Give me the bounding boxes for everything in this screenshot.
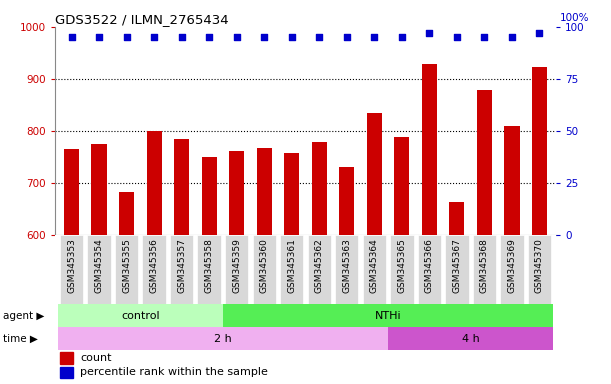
Bar — [335, 235, 359, 304]
Bar — [225, 235, 249, 304]
Text: GSM345363: GSM345363 — [342, 238, 351, 293]
Bar — [390, 235, 414, 304]
Bar — [422, 64, 437, 384]
Point — [370, 34, 379, 40]
Bar — [223, 304, 553, 327]
Point — [67, 34, 76, 40]
Point — [259, 34, 269, 40]
Text: GSM345354: GSM345354 — [95, 238, 103, 293]
Point — [425, 30, 434, 36]
Point — [535, 30, 544, 36]
Point — [397, 34, 407, 40]
Bar — [394, 137, 409, 384]
Text: GSM345365: GSM345365 — [397, 238, 406, 293]
Text: count: count — [80, 353, 112, 363]
Bar — [170, 235, 193, 304]
Text: GSM345369: GSM345369 — [508, 238, 516, 293]
Point — [507, 34, 517, 40]
Bar — [229, 151, 244, 384]
Text: GSM345355: GSM345355 — [122, 238, 131, 293]
Bar — [284, 152, 299, 384]
Bar — [339, 167, 354, 384]
Bar — [473, 235, 496, 304]
Bar — [197, 235, 221, 304]
Text: GSM345364: GSM345364 — [370, 238, 379, 293]
Text: GDS3522 / ILMN_2765434: GDS3522 / ILMN_2765434 — [55, 13, 229, 26]
Text: GSM345360: GSM345360 — [260, 238, 269, 293]
Text: GSM345362: GSM345362 — [315, 238, 324, 293]
Text: GSM345368: GSM345368 — [480, 238, 489, 293]
Bar — [174, 139, 189, 384]
Text: control: control — [121, 311, 159, 321]
Bar — [362, 235, 386, 304]
Bar — [92, 144, 106, 384]
Bar — [505, 126, 519, 384]
Bar — [119, 192, 134, 384]
Bar — [115, 235, 138, 304]
Text: GSM345367: GSM345367 — [452, 238, 461, 293]
Bar — [252, 235, 276, 304]
Bar — [280, 235, 304, 304]
Bar — [477, 90, 492, 384]
Point — [287, 34, 296, 40]
Bar — [445, 235, 469, 304]
Bar — [147, 131, 162, 384]
Text: GSM345357: GSM345357 — [177, 238, 186, 293]
Text: 2 h: 2 h — [214, 334, 232, 344]
Point — [149, 34, 159, 40]
Bar — [449, 202, 464, 384]
Bar — [388, 327, 553, 350]
Bar — [60, 352, 73, 364]
Text: 100%: 100% — [560, 13, 590, 23]
Bar — [58, 304, 223, 327]
Bar — [60, 235, 83, 304]
Point — [342, 34, 352, 40]
Point — [204, 34, 214, 40]
Text: 4 h: 4 h — [462, 334, 480, 344]
Text: GSM345356: GSM345356 — [150, 238, 159, 293]
Point — [480, 34, 489, 40]
Bar — [60, 367, 73, 378]
Text: GSM345361: GSM345361 — [287, 238, 296, 293]
Point — [94, 34, 104, 40]
Bar — [58, 327, 388, 350]
Bar — [307, 235, 331, 304]
Bar — [87, 235, 111, 304]
Text: GSM345359: GSM345359 — [232, 238, 241, 293]
Point — [232, 34, 241, 40]
Text: time ▶: time ▶ — [3, 334, 38, 344]
Bar — [142, 235, 166, 304]
Bar — [257, 149, 272, 384]
Bar — [528, 235, 551, 304]
Text: agent ▶: agent ▶ — [3, 311, 45, 321]
Bar — [312, 142, 327, 384]
Text: GSM345370: GSM345370 — [535, 238, 544, 293]
Bar — [367, 113, 382, 384]
Point — [177, 34, 186, 40]
Text: GSM345366: GSM345366 — [425, 238, 434, 293]
Point — [452, 34, 462, 40]
Point — [122, 34, 131, 40]
Text: GSM345353: GSM345353 — [67, 238, 76, 293]
Point — [315, 34, 324, 40]
Bar — [500, 235, 524, 304]
Bar — [202, 157, 217, 384]
Bar — [532, 68, 547, 384]
Text: NTHi: NTHi — [375, 311, 401, 321]
Bar — [64, 149, 79, 384]
Bar — [418, 235, 441, 304]
Text: GSM345358: GSM345358 — [205, 238, 214, 293]
Text: percentile rank within the sample: percentile rank within the sample — [80, 367, 268, 377]
